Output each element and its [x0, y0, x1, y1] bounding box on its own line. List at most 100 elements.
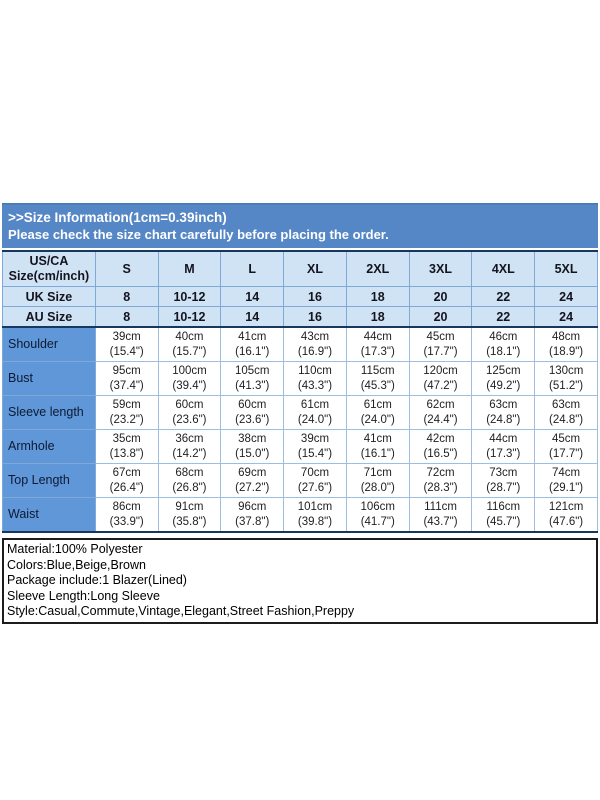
au-size-value: 16 — [283, 306, 347, 328]
cm-value: 95cm — [112, 365, 141, 377]
inch-value: (28.7") — [486, 481, 521, 494]
inch-value: (24.8") — [549, 413, 584, 426]
col-header-2xl: 2XL — [345, 250, 410, 287]
cm-value: 74cm — [552, 467, 581, 479]
cm-value: 110cm — [298, 365, 332, 377]
size-cell: 35cm (13.8") — [94, 429, 159, 464]
size-cell: 40cm (15.7") — [157, 326, 222, 362]
size-cell: 101cm (39.8") — [283, 497, 347, 533]
uk-size-value: 10-12 — [157, 286, 222, 307]
cm-value: 48cm — [552, 331, 581, 343]
title-bar: >>Size Information(1cm=0.39inch) Please … — [2, 203, 598, 248]
cm-value: 42cm — [426, 433, 455, 445]
uk-size-row: UK Size 8 10-12 14 16 18 20 22 24 — [2, 286, 598, 307]
size-cell: 63cm (24.8") — [534, 395, 598, 430]
row-label-bust: Bust — [2, 361, 96, 396]
size-cell: 48cm (18.9") — [534, 326, 598, 362]
size-cell: 111cm (43.7") — [408, 497, 473, 533]
info-style: Style:Casual,Commute,Vintage,Elegant,Str… — [7, 604, 355, 619]
size-cell: 106cm (41.7") — [345, 497, 410, 533]
cm-value: 61cm — [300, 399, 330, 411]
size-cell: 63cm (24.8") — [471, 395, 536, 430]
info-package: Package include:1 Blazer(Lined) — [7, 573, 187, 588]
size-cell: 44cm (17.3") — [471, 429, 536, 464]
size-cell: 67cm (26.4") — [94, 463, 159, 498]
au-size-value: 18 — [345, 306, 410, 328]
inch-value: (26.4") — [109, 481, 144, 494]
inch-value: (17.7") — [423, 345, 458, 358]
table-row-armhole: Armhole 35cm (13.8") 36cm (14.2") 38cm (15.… — [2, 429, 598, 464]
size-cell: 45cm (17.7") — [534, 429, 598, 464]
product-info-box: Material:100% Polyester Colors:Blue,Beig… — [2, 538, 598, 624]
cm-value: 72cm — [426, 467, 455, 479]
au-size-value: 10-12 — [157, 306, 222, 328]
cm-value: 39cm — [112, 331, 141, 343]
cm-value: 91cm — [175, 501, 204, 513]
uk-size-value: 14 — [220, 286, 285, 307]
cm-value: 60cm — [175, 399, 204, 411]
size-cell: 120cm (47.2") — [408, 361, 473, 396]
inch-value: (26.8") — [172, 481, 207, 494]
au-size-value: 20 — [408, 306, 473, 328]
inch-value: (24.4") — [423, 413, 458, 426]
info-material: Material:100% Polyester — [7, 542, 143, 556]
size-cell: 61cm (24.0") — [283, 395, 347, 430]
size-cell: 39cm (15.4") — [283, 429, 347, 464]
cm-value: 68cm — [175, 467, 204, 479]
inch-value: (15.0") — [235, 447, 270, 460]
cm-value: 86cm — [112, 501, 141, 513]
uk-size-value: 16 — [283, 286, 347, 307]
size-cell: 121cm (47.6") — [534, 497, 598, 533]
inch-value: (24.8") — [486, 413, 521, 426]
corner-line2: Size(cm/inch) — [8, 269, 90, 283]
corner-line1: US/CA — [29, 254, 69, 268]
size-cell: 36cm (14.2") — [157, 429, 222, 464]
size-cell: 91cm (35.8") — [157, 497, 222, 533]
col-header-3xl: 3XL — [408, 250, 473, 287]
cm-value: 115cm — [360, 365, 395, 377]
cm-value: 100cm — [172, 365, 207, 377]
inch-value: (35.8") — [172, 515, 207, 528]
cm-value: 73cm — [489, 467, 518, 479]
row-label-armhole: Armhole — [2, 429, 96, 464]
info-colors: Colors:Blue,Beige,Brown — [7, 557, 146, 572]
cm-value: 46cm — [489, 331, 518, 343]
size-cell: 71cm (28.0") — [345, 463, 410, 498]
size-cell: 86cm (33.9") — [94, 497, 159, 533]
au-size-label: AU Size — [2, 306, 96, 328]
size-cell: 41cm (16.1") — [345, 429, 410, 464]
inch-value: (28.0") — [360, 481, 395, 494]
size-cell: 60cm (23.6") — [157, 395, 222, 430]
cm-value: 39cm — [300, 433, 330, 445]
inch-value: (14.2") — [172, 447, 207, 460]
inch-value: (41.7") — [360, 515, 395, 528]
inch-value: (13.8") — [109, 447, 144, 460]
inch-value: (16.1") — [360, 447, 395, 460]
cm-value: 45cm — [552, 433, 581, 445]
row-label-sleeve-length: Sleeve length — [2, 395, 96, 430]
cm-value: 101cm — [297, 501, 333, 513]
size-cell: 73cm (28.7") — [471, 463, 536, 498]
cm-value: 38cm — [238, 433, 267, 445]
size-cell: 62cm (24.4") — [408, 395, 473, 430]
size-cell: 105cm (41.3") — [220, 361, 285, 396]
size-cell: 43cm (16.9") — [283, 326, 347, 362]
uk-size-value: 24 — [534, 286, 598, 307]
cm-value: 130cm — [548, 365, 584, 377]
cm-value: 70cm — [300, 467, 330, 479]
uk-size-label: UK Size — [2, 286, 96, 307]
cm-value: 106cm — [360, 501, 396, 513]
col-header-s: S — [94, 250, 159, 287]
uk-size-value: 22 — [471, 286, 536, 307]
uk-size-value: 18 — [345, 286, 410, 307]
au-size-value: 8 — [94, 306, 159, 328]
inch-value: (51.2") — [549, 379, 584, 392]
size-cell: 95cm (37.4") — [94, 361, 159, 396]
corner-header: US/CA Size(cm/inch) — [2, 250, 96, 287]
inch-value: (17.7") — [549, 447, 584, 460]
cm-value: 41cm — [238, 331, 267, 343]
size-cell: 46cm (18.1") — [471, 326, 536, 362]
size-cell: 60cm (23.6") — [220, 395, 285, 430]
inch-value: (18.1") — [486, 345, 521, 358]
inch-value: (28.3") — [423, 481, 458, 494]
